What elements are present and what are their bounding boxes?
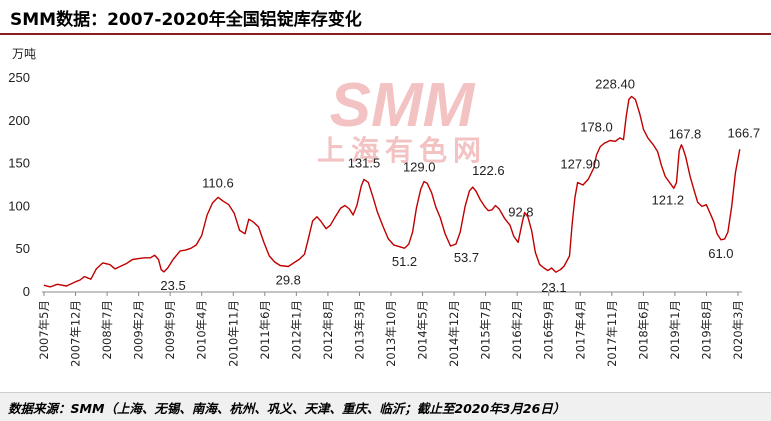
- x-tick-label: 2016年2月: [510, 300, 524, 360]
- x-tick-label: 2018年6月: [636, 300, 650, 360]
- watermark-subtitle: 上海有色网: [317, 134, 487, 167]
- source-note: 数据来源：SMM（上海、无锡、南海、杭州、巩义、天津、重庆、临沂；截止至2020…: [8, 401, 566, 416]
- series-line: [43, 95, 741, 288]
- data-label: 121.2: [652, 192, 685, 207]
- data-label: 29.8: [276, 272, 301, 287]
- data-label: 127.90: [560, 157, 600, 172]
- x-tick-label: 2017年11月: [605, 300, 619, 367]
- title-divider: [0, 33, 771, 35]
- x-tick-label: 2007年12月: [69, 300, 83, 367]
- y-tick-label: 50: [16, 241, 30, 256]
- x-tick-label: 2011年6月: [258, 300, 272, 360]
- x-axis: 2007年5月 2007年12月 2008年7月 2009年2月 2009年9月 2010…: [37, 292, 745, 367]
- data-labels: 23.5 110.6 29.8 131.5 51.2 129.0 53.7 122.6 92.8…: [160, 76, 760, 295]
- x-tick-label: 2012年1月: [289, 300, 303, 360]
- y-tick-label: 100: [8, 198, 30, 213]
- x-tick-label: 2008年7月: [100, 300, 114, 360]
- data-label: 23.1: [541, 280, 566, 295]
- watermark-logo: SMM: [330, 71, 476, 140]
- data-label: 131.5: [348, 155, 381, 170]
- x-tick-label: 2017年4月: [573, 300, 587, 360]
- y-tick-label: 150: [8, 156, 30, 171]
- data-label: 92.8: [508, 205, 533, 220]
- data-label: 51.2: [392, 254, 417, 269]
- x-tick-label: 2014年12月: [447, 300, 461, 367]
- x-tick-label: 2020年3月: [731, 300, 745, 360]
- y-axis: 0 50 100 150 200 250: [8, 70, 30, 299]
- x-tick-label: 2007年5月: [37, 300, 51, 360]
- x-tick-label: 2009年2月: [132, 300, 146, 360]
- x-tick-label: 2014年5月: [416, 300, 430, 360]
- chart-title: SMM数据：2007-2020年全国铝锭库存变化: [10, 10, 362, 30]
- y-tick-label: 200: [8, 113, 30, 128]
- data-label: 167.8: [669, 126, 702, 141]
- x-tick-label: 2012年8月: [321, 300, 335, 360]
- y-tick-label: 250: [8, 70, 30, 85]
- data-label: 178.0: [580, 120, 613, 135]
- data-label: 166.7: [728, 125, 761, 140]
- y-axis-unit: 万吨: [12, 47, 36, 61]
- data-label: 129.0: [403, 160, 436, 175]
- x-tick-label: 2015年7月: [479, 300, 493, 360]
- data-label: 23.5: [160, 278, 185, 293]
- y-tick-label: 0: [23, 284, 30, 299]
- data-label: 53.7: [454, 250, 479, 265]
- x-tick-label: 2019年8月: [699, 300, 713, 360]
- x-tick-label: 2009年9月: [163, 300, 177, 360]
- source-bar: 数据来源：SMM（上海、无锡、南海、杭州、巩义、天津、重庆、临沂；截止至2020…: [0, 392, 771, 421]
- watermark: SMM 上海有色网: [317, 71, 487, 167]
- data-label: 61.0: [708, 246, 733, 261]
- data-label: 122.6: [472, 163, 505, 178]
- data-label: 110.6: [202, 175, 234, 190]
- x-tick-label: 2010年11月: [226, 300, 240, 367]
- x-tick-label: 2019年1月: [668, 300, 682, 360]
- x-tick-label: 2010年4月: [195, 300, 209, 360]
- x-tick-label: 2013年3月: [352, 300, 366, 360]
- data-label: 228.40: [595, 76, 635, 91]
- series-layer: [43, 95, 741, 288]
- x-tick-label: 2013年10月: [384, 300, 398, 367]
- x-tick-label: 2016年9月: [542, 300, 556, 360]
